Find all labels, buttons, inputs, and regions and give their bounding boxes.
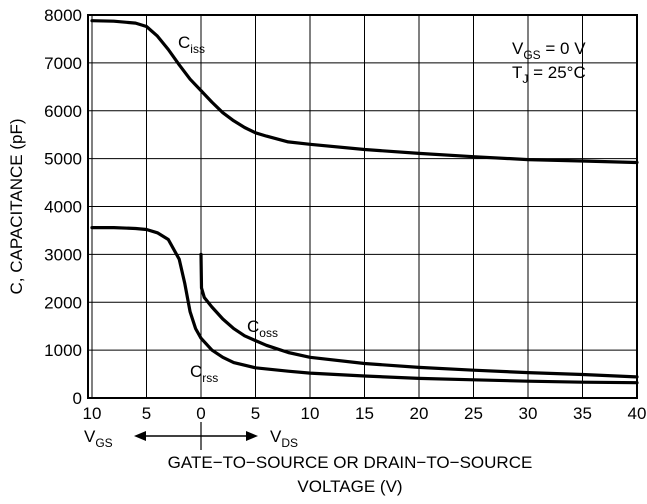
arrow-right-icon xyxy=(246,431,258,441)
x-axis-title-line1: GATE−TO−SOURCE OR DRAIN−TO−SOURCE xyxy=(168,453,533,472)
y-tick-label: 4000 xyxy=(44,198,82,217)
tick-labels: 0 1000 2000 3000 4000 5000 6000 7000 8000 10 5 0 5 10… xyxy=(44,6,646,423)
plot-frame xyxy=(87,14,638,399)
x-tick-label-vds: 5 xyxy=(251,404,260,423)
y-tick-label: 7000 xyxy=(44,54,82,73)
x-tick-label-vds: 40 xyxy=(628,404,647,423)
vds-axis-label: VDS xyxy=(270,427,298,450)
condition-vgs: VGS = 0 V xyxy=(512,39,586,62)
series-curves xyxy=(90,19,639,385)
x-tick-label-vgs: 5 xyxy=(142,404,151,423)
x-tick-label-vds: 20 xyxy=(410,404,429,423)
x-tick-label-vgs: 10 xyxy=(83,404,102,423)
series-line-coss xyxy=(199,252,639,379)
y-tick-label: 6000 xyxy=(44,102,82,121)
vgs-axis-label: VGS xyxy=(84,427,113,450)
series-label-coss: Coss xyxy=(247,317,278,340)
x-tick-label-vds: 10 xyxy=(301,404,320,423)
x-tick-label-vds: 25 xyxy=(464,404,483,423)
y-tick-label: 3000 xyxy=(44,245,82,264)
x-tick-label-vds: 30 xyxy=(519,404,538,423)
arrow-left-icon xyxy=(134,431,146,441)
y-axis-title: C, CAPACITANCE (pF) xyxy=(7,119,26,295)
x-tick-label-vds: 15 xyxy=(355,404,374,423)
y-tick-label: 5000 xyxy=(44,150,82,169)
annotations: Ciss Crss Coss VGS = 0 VTJ = 25°C VGS VDS GATE… xyxy=(7,33,586,496)
series-label-crss: Crss xyxy=(190,362,218,385)
y-tick-label: 2000 xyxy=(44,293,82,312)
x-tick-label-vgs: 0 xyxy=(196,404,205,423)
series-line-crss xyxy=(90,226,639,385)
series-line-ciss xyxy=(90,19,639,165)
y-tick-label: 8000 xyxy=(44,6,82,25)
x-axis-title-line2: VOLTAGE (V) xyxy=(297,477,402,496)
x-tick-label-vds: 35 xyxy=(573,404,592,423)
y-tick-label: 0 xyxy=(73,389,82,408)
y-tick-label: 1000 xyxy=(44,341,82,360)
condition-tj: TJ = 25°C xyxy=(512,63,586,86)
series-label-ciss: Ciss xyxy=(178,33,205,56)
